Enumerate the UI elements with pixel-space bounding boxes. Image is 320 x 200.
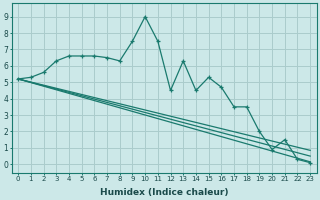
X-axis label: Humidex (Indice chaleur): Humidex (Indice chaleur) <box>100 188 228 197</box>
